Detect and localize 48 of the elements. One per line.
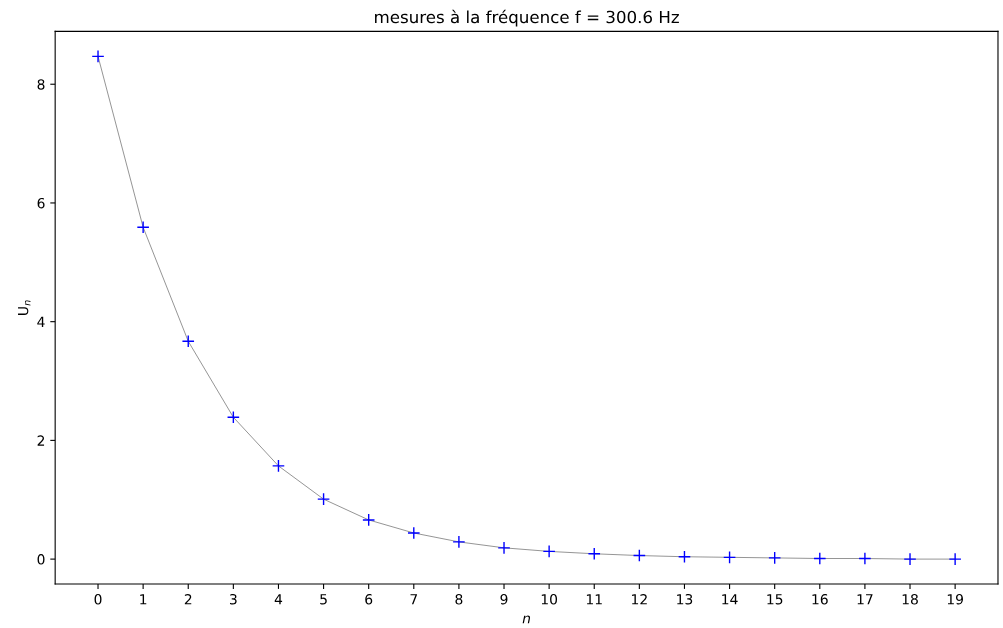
point [677,550,691,564]
x-tick-label: 1 [140,594,147,605]
x-tick-label: 13 [677,594,693,605]
point [723,550,737,564]
y-tick-label: 0 [37,554,45,565]
point [181,334,195,348]
chart-title: mesures à la fréquence f = 300.6 Hz [375,9,679,27]
y-axis-title: U$_{n}$ [18,300,31,315]
x-tick-label: 4 [274,594,283,605]
point [903,552,917,566]
point [858,552,872,566]
x-tick-label: 15 [767,594,783,605]
point [136,220,150,234]
x-tick-label: 3 [229,594,237,605]
x-tick-label: 12 [632,594,647,605]
x-tick-label: 7 [410,594,418,605]
point [813,552,827,566]
point [271,459,285,473]
point [91,49,105,63]
x-tick-label: 11 [586,594,602,605]
x-tick-label: 16 [812,594,828,605]
x-tick-label: 0 [94,594,102,605]
point [768,551,782,565]
x-axis-title: n [522,615,531,624]
point [587,547,601,561]
x-tick-label: 14 [722,594,738,605]
x-tick-label: 2 [184,594,192,605]
point [317,492,331,506]
point [542,544,556,558]
y-tick-label: 4 [37,316,45,327]
point [362,513,376,527]
point [407,526,421,540]
x-tick-label: 17 [857,594,873,605]
x-tick-label: 6 [365,594,373,605]
x-tick-label: 18 [902,594,918,605]
point [497,541,511,555]
x-tick-label: 10 [541,594,558,605]
y-tick-label: 2 [37,435,45,446]
point [948,552,962,566]
x-tick-label: 9 [500,594,508,605]
point [226,410,240,424]
y-tick-label: 6 [37,197,45,209]
x-tick-label: 8 [455,594,463,605]
point [632,549,646,563]
y-tick-label: 8 [37,79,45,90]
x-tick-label: 5 [320,594,327,605]
point [452,535,466,549]
x-tick-label: 19 [947,594,963,605]
